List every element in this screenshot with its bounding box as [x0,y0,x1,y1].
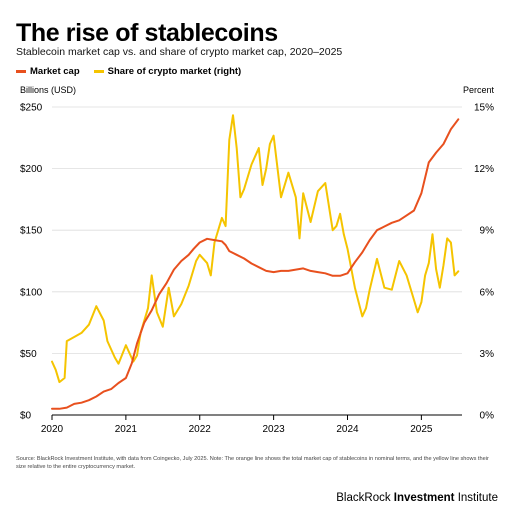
y-tick-label-right: 6% [480,287,495,298]
chart-subtitle: Stablecoin market cap vs. and share of c… [16,46,343,58]
x-tick-label: 2025 [410,424,433,435]
y-tick-label-right: 3% [480,349,495,360]
y-tick-label-right: 9% [480,226,495,237]
legend-swatch-share [93,70,104,73]
x-tick-label: 2021 [115,424,138,435]
y-tick-label-left: $200 [20,164,43,175]
x-tick-label: 2023 [262,424,285,435]
legend-item-market-cap: Market cap [16,66,80,77]
brand-prefix: BlackRock [336,492,391,504]
brand-logo: BlackRock Investment Institute [336,492,498,504]
legend-item-share: Share of crypto market (right) [93,66,242,77]
y-tick-label-left: $0 [20,411,32,422]
y-tick-label-left: $150 [20,226,43,237]
y-tick-label-left: $250 [20,103,43,114]
y-tick-label-left: $50 [20,349,37,360]
series-line-share [51,114,460,384]
series-line-market-cap [51,118,460,410]
legend: Market cap Share of crypto market (right… [16,66,255,77]
legend-label-share: Share of crypto market (right) [107,66,242,77]
x-tick-label: 2022 [189,424,212,435]
brand-suffix: Institute [457,492,498,504]
x-tick-label: 2020 [41,424,64,435]
source-note: Source: BlackRock Investment Institute, … [16,456,489,470]
y-axis-title-right: Percent [462,85,494,95]
x-tick-label: 2024 [336,424,359,435]
y-tick-label-left: $100 [20,287,43,298]
brand-bold: Investment [393,492,455,504]
y-axis-title-left: Billions (USD) [20,85,77,95]
y-tick-label-right: 15% [474,103,494,114]
legend-swatch-market-cap [16,70,26,73]
legend-label-market-cap: Market cap [30,66,80,77]
y-tick-label-right: 0% [480,411,495,422]
chart-title: The rise of stablecoins [16,19,278,47]
y-tick-label-right: 12% [474,164,494,175]
